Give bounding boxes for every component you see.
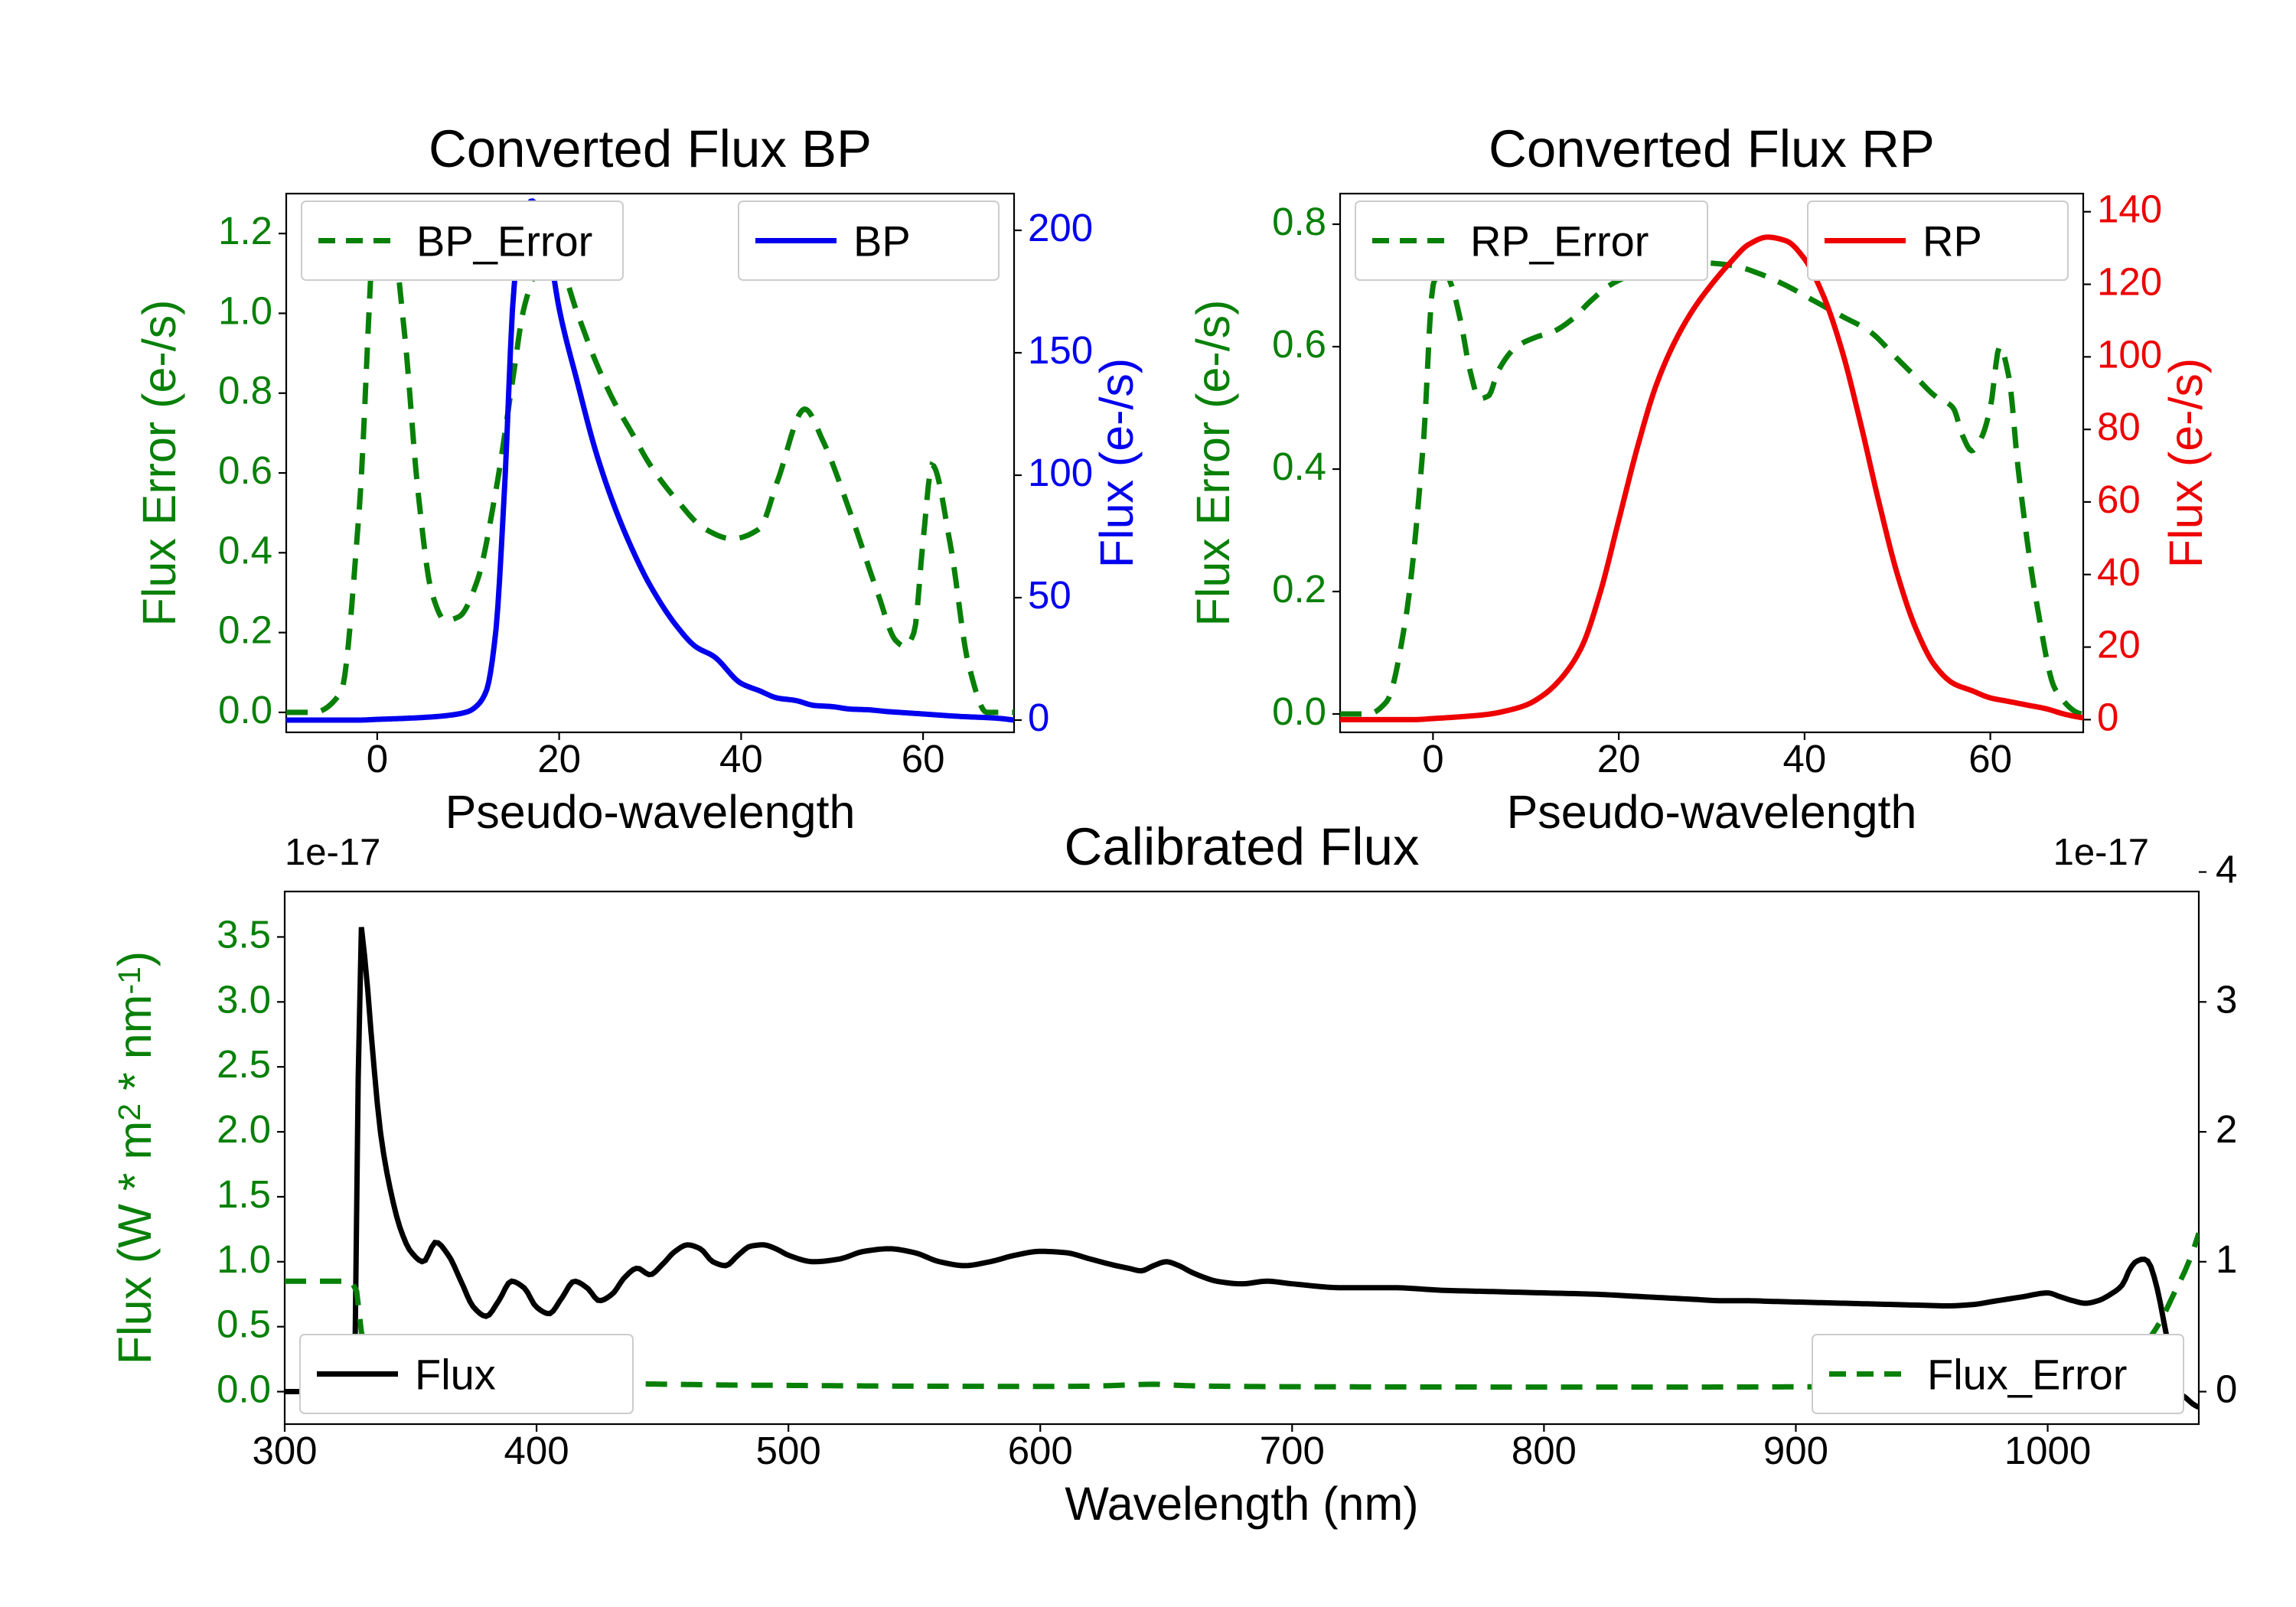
svg-text:200: 200: [1028, 206, 1093, 249]
svg-text:3.5: 3.5: [217, 912, 271, 956]
svg-text:Wavelength (nm): Wavelength (nm): [1065, 1478, 1418, 1530]
svg-text:800: 800: [1512, 1429, 1577, 1472]
svg-text:3.0: 3.0: [217, 977, 271, 1021]
svg-text:1.0: 1.0: [217, 1237, 271, 1281]
svg-text:0: 0: [367, 737, 388, 781]
svg-text:50: 50: [1028, 573, 1071, 617]
svg-text:0.5: 0.5: [217, 1302, 271, 1346]
svg-text:500: 500: [756, 1429, 821, 1472]
svg-text:120: 120: [2097, 260, 2162, 304]
svg-text:0.6: 0.6: [218, 448, 272, 492]
svg-text:Flux (W * m2 * nm-1): Flux (W * m2 * nm-1): [109, 951, 161, 1365]
svg-text:300: 300: [252, 1429, 317, 1472]
svg-text:Converted Flux BP: Converted Flux BP: [429, 119, 872, 178]
svg-text:1.2: 1.2: [218, 209, 272, 253]
svg-text:2.0: 2.0: [217, 1107, 271, 1151]
svg-text:40: 40: [719, 737, 763, 781]
svg-text:20: 20: [2097, 623, 2141, 667]
svg-text:0.4: 0.4: [1272, 445, 1326, 488]
svg-text:Flux Error (e-/s): Flux Error (e-/s): [1187, 300, 1239, 627]
svg-text:RP_Error: RP_Error: [1470, 217, 1649, 266]
svg-text:0: 0: [2097, 695, 2118, 738]
svg-text:40: 40: [1783, 737, 1827, 781]
svg-text:1e-17: 1e-17: [285, 832, 380, 873]
svg-text:1e-17: 1e-17: [2053, 832, 2149, 873]
svg-text:1.0: 1.0: [218, 288, 272, 332]
svg-text:900: 900: [1763, 1429, 1828, 1472]
svg-text:2: 2: [2216, 1107, 2237, 1151]
svg-text:0.6: 0.6: [1272, 322, 1326, 366]
svg-text:40: 40: [2097, 550, 2141, 594]
svg-text:Flux (e-/s): Flux (e-/s): [2160, 358, 2212, 569]
svg-text:0.2: 0.2: [218, 608, 272, 652]
svg-text:100: 100: [1028, 451, 1093, 494]
svg-text:0.2: 0.2: [1272, 567, 1326, 611]
svg-text:BP: BP: [853, 217, 911, 266]
svg-text:0: 0: [2216, 1367, 2237, 1411]
svg-text:Pseudo-wavelength: Pseudo-wavelength: [1507, 786, 1917, 838]
svg-text:1000: 1000: [2004, 1429, 2091, 1472]
svg-text:4: 4: [2216, 848, 2237, 892]
svg-text:140: 140: [2097, 187, 2162, 231]
svg-text:Flux Error (e-/s): Flux Error (e-/s): [133, 300, 185, 627]
svg-text:RP: RP: [1923, 217, 1982, 266]
svg-text:1: 1: [2216, 1237, 2237, 1281]
svg-text:1.5: 1.5: [217, 1172, 271, 1216]
svg-text:Converted Flux RP: Converted Flux RP: [1489, 119, 1935, 178]
svg-text:20: 20: [537, 737, 581, 781]
svg-text:Flux (e-/s): Flux (e-/s): [1091, 358, 1143, 569]
svg-text:60: 60: [902, 737, 945, 781]
svg-text:0.0: 0.0: [218, 688, 272, 732]
svg-text:0.0: 0.0: [1272, 689, 1326, 733]
svg-text:60: 60: [2097, 478, 2141, 521]
svg-text:Flux_Error: Flux_Error: [1927, 1351, 2127, 1399]
svg-text:0: 0: [1028, 696, 1049, 739]
svg-text:Flux: Flux: [415, 1351, 496, 1399]
svg-text:100: 100: [2097, 332, 2162, 376]
svg-text:20: 20: [1597, 737, 1641, 781]
svg-text:2.5: 2.5: [217, 1042, 271, 1086]
svg-text:BP_Error: BP_Error: [416, 217, 592, 266]
svg-text:600: 600: [1008, 1429, 1073, 1472]
svg-text:0.8: 0.8: [1272, 200, 1326, 243]
svg-text:0.0: 0.0: [217, 1367, 271, 1411]
svg-text:Calibrated Flux: Calibrated Flux: [1064, 817, 1419, 876]
svg-text:3: 3: [2216, 977, 2237, 1021]
svg-text:150: 150: [1028, 328, 1093, 372]
svg-text:0: 0: [1422, 737, 1443, 781]
svg-text:Pseudo-wavelength: Pseudo-wavelength: [445, 786, 856, 838]
svg-text:80: 80: [2097, 405, 2141, 448]
svg-text:0.8: 0.8: [218, 369, 272, 412]
svg-text:0.4: 0.4: [218, 528, 272, 572]
svg-text:700: 700: [1260, 1429, 1325, 1472]
svg-text:400: 400: [504, 1429, 569, 1472]
svg-text:60: 60: [1968, 737, 2012, 781]
